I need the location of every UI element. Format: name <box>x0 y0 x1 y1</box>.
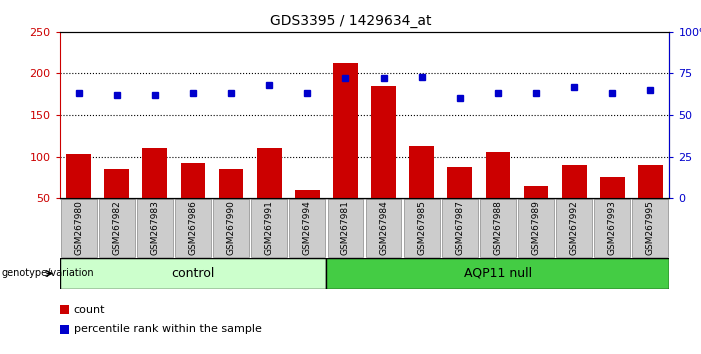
Text: GSM267993: GSM267993 <box>608 200 617 255</box>
Bar <box>327 199 363 257</box>
Bar <box>404 199 440 257</box>
Text: GSM267981: GSM267981 <box>341 200 350 255</box>
Bar <box>638 165 662 198</box>
Bar <box>252 199 287 257</box>
Text: GSM267985: GSM267985 <box>417 200 426 255</box>
Bar <box>442 199 477 257</box>
Text: GSM267982: GSM267982 <box>112 200 121 255</box>
Bar <box>257 148 282 198</box>
Bar <box>137 199 172 257</box>
Bar <box>447 167 472 198</box>
Bar <box>372 86 396 198</box>
Text: GSM267994: GSM267994 <box>303 200 312 255</box>
Text: GSM267983: GSM267983 <box>151 200 159 255</box>
Text: GDS3395 / 1429634_at: GDS3395 / 1429634_at <box>270 14 431 28</box>
Bar <box>327 258 669 289</box>
Bar <box>480 199 516 257</box>
Bar <box>213 199 249 257</box>
Text: control: control <box>171 267 215 280</box>
Text: GSM267988: GSM267988 <box>494 200 503 255</box>
Bar <box>175 199 211 257</box>
Bar <box>557 199 592 257</box>
Bar <box>562 165 587 198</box>
Text: GSM267991: GSM267991 <box>265 200 273 255</box>
Bar <box>600 177 625 198</box>
Bar <box>409 146 434 198</box>
Text: GSM267986: GSM267986 <box>189 200 198 255</box>
Bar <box>104 169 129 198</box>
Bar <box>632 199 668 257</box>
Bar <box>594 199 630 257</box>
Text: GSM267992: GSM267992 <box>570 200 578 255</box>
Bar <box>290 199 325 257</box>
Text: GSM267989: GSM267989 <box>531 200 540 255</box>
Text: GSM267995: GSM267995 <box>646 200 655 255</box>
Bar <box>524 186 548 198</box>
Text: GSM267990: GSM267990 <box>226 200 236 255</box>
Bar <box>142 148 168 198</box>
Text: genotype/variation: genotype/variation <box>1 268 94 279</box>
Bar <box>219 169 243 198</box>
Text: GSM267984: GSM267984 <box>379 200 388 255</box>
Text: AQP11 null: AQP11 null <box>464 267 532 280</box>
Bar <box>333 63 358 198</box>
Bar <box>99 199 135 257</box>
Text: GSM267980: GSM267980 <box>74 200 83 255</box>
Bar <box>366 199 402 257</box>
Text: GSM267987: GSM267987 <box>456 200 464 255</box>
Bar <box>181 163 205 198</box>
Bar <box>67 154 91 198</box>
Text: count: count <box>74 305 105 315</box>
Bar <box>60 258 327 289</box>
Bar <box>61 199 97 257</box>
Text: percentile rank within the sample: percentile rank within the sample <box>74 324 261 334</box>
Bar <box>295 190 320 198</box>
Bar <box>518 199 554 257</box>
Bar <box>486 153 510 198</box>
